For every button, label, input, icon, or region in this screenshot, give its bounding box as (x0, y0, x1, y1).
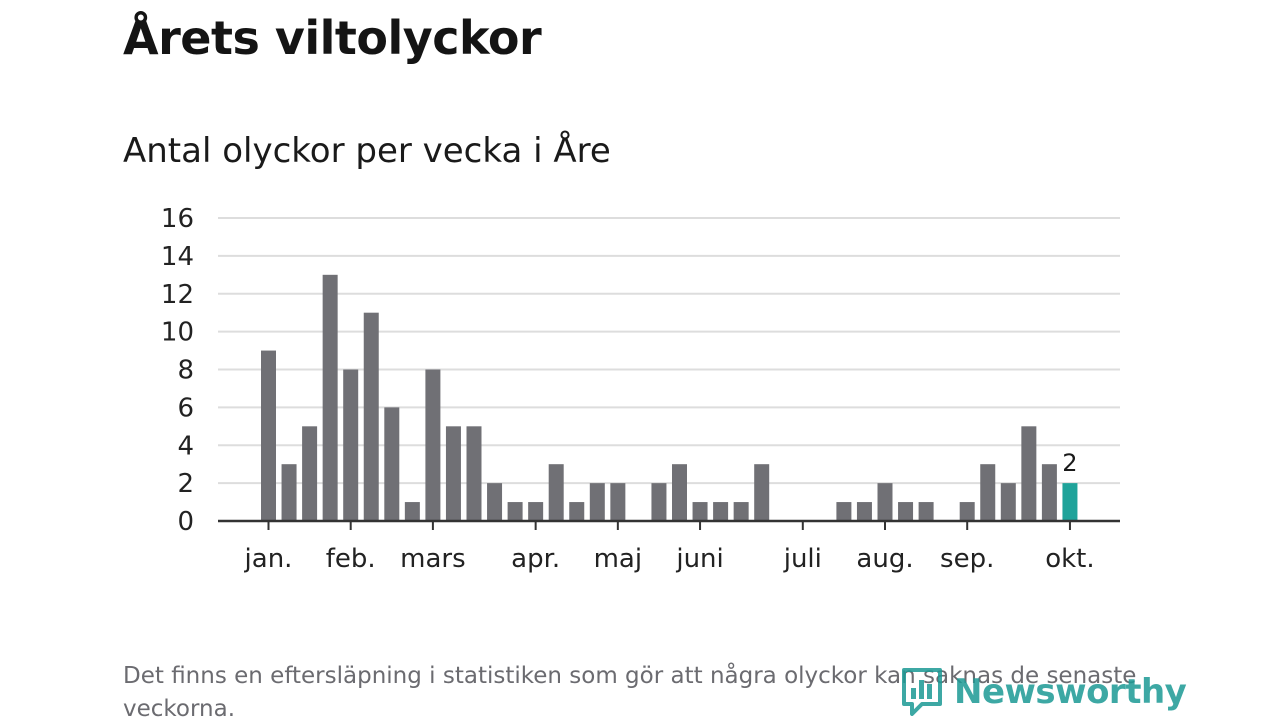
bar (487, 483, 503, 521)
bar (466, 426, 482, 521)
bar (548, 464, 564, 521)
x-tick-label: jan. (244, 544, 293, 574)
bar (1041, 464, 1057, 521)
y-tick-label: 0 (177, 507, 194, 537)
highlight-data-label: 2 (1062, 449, 1077, 477)
bar (692, 502, 708, 521)
x-tick-label: juni (675, 544, 723, 574)
bar (507, 502, 523, 521)
bar (877, 483, 893, 521)
x-tick-label: sep. (940, 544, 994, 574)
y-tick-label: 14 (161, 242, 194, 272)
bar-chart-speech-bubble-icon (902, 668, 942, 716)
bar (733, 502, 749, 521)
x-tick-label: feb. (326, 544, 376, 574)
bar (528, 502, 544, 521)
bar (610, 483, 626, 521)
y-tick-label: 2 (177, 469, 194, 499)
bar (1021, 426, 1037, 521)
footnote: Det finns en eftersläpning i statistiken… (123, 663, 1137, 722)
y-axis-ticks: 0 2 4 6 8 10 12 14 16 (161, 204, 194, 537)
data-labels: 2 (1062, 449, 1077, 477)
x-tick-label: apr. (511, 544, 560, 574)
bar (261, 350, 276, 521)
bar (836, 502, 852, 521)
bar (281, 464, 297, 521)
x-tick-label: mars (400, 544, 466, 574)
bar (589, 483, 605, 521)
bar (445, 426, 461, 521)
bar (713, 502, 729, 521)
bar (343, 369, 359, 521)
x-tick-label: maj (594, 544, 642, 574)
y-tick-label: 10 (161, 318, 194, 348)
chart-subtitle: Antal olyckor per vecka i Åre (123, 131, 611, 171)
y-tick-label: 4 (177, 431, 194, 461)
y-tick-label: 16 (161, 204, 194, 234)
bar (918, 502, 934, 521)
bar (1000, 483, 1016, 521)
bars (261, 274, 1078, 521)
logo-text: Newsworthy (954, 672, 1187, 712)
bar (302, 426, 318, 521)
bar (856, 502, 872, 521)
bar (980, 464, 996, 521)
y-tick-label: 6 (177, 393, 194, 423)
bar (898, 502, 914, 521)
bar (569, 502, 585, 521)
bar (425, 369, 441, 521)
chart-title: Årets viltolyckor (123, 11, 542, 65)
x-tick-label: aug. (856, 544, 913, 574)
x-axis-ticks: jan. feb. mars apr. maj juni juli aug. sep. okt. (244, 521, 1095, 574)
bar (404, 502, 420, 521)
y-tick-label: 12 (161, 280, 194, 310)
x-tick-label: juli (783, 544, 822, 574)
bar (672, 464, 687, 521)
bar (384, 407, 400, 521)
x-tick-label: okt. (1045, 544, 1094, 574)
bar (322, 274, 338, 521)
newsworthy-logo: Newsworthy (900, 664, 1187, 720)
bar (1062, 483, 1078, 521)
bar (959, 502, 975, 521)
bar (754, 464, 770, 521)
bar (363, 312, 379, 521)
bar (651, 483, 667, 521)
y-tick-label: 8 (177, 356, 194, 386)
